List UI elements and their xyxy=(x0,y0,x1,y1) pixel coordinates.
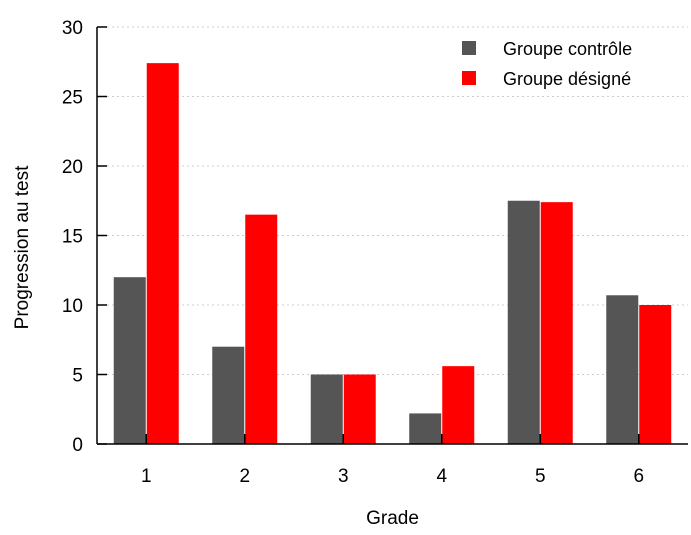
grid-lines xyxy=(97,26,688,375)
bar-designated-grade-4 xyxy=(442,366,475,444)
y-tick-label: 20 xyxy=(62,157,83,178)
y-axis-title: Progression au test xyxy=(12,165,33,329)
y-tick-label: 0 xyxy=(72,435,83,456)
bar-control-grade-1 xyxy=(113,277,146,444)
y-tick-label: 25 xyxy=(62,88,83,109)
bar-control-grade-3 xyxy=(310,374,343,444)
y-tick-label: 30 xyxy=(62,18,83,39)
x-ticks: 1 2 3 4 5 6 xyxy=(141,434,644,487)
bar-control-grade-6 xyxy=(606,295,639,444)
legend-label: Groupe désigné xyxy=(503,69,631,89)
y-tick-label: 10 xyxy=(62,296,83,317)
bar-control-grade-5 xyxy=(507,200,540,444)
bar-designated-grade-2 xyxy=(245,214,278,444)
x-tick-label: 5 xyxy=(535,466,546,487)
x-tick-label: 6 xyxy=(633,466,644,487)
bar-designated-grade-1 xyxy=(146,63,179,444)
x-tick-label: 1 xyxy=(141,466,152,487)
y-tick-label: 15 xyxy=(62,227,83,248)
x-tick-label: 2 xyxy=(239,466,250,487)
y-ticks: 0 5 10 15 20 25 30 xyxy=(62,18,107,456)
bar-control-grade-2 xyxy=(212,346,245,444)
bars xyxy=(113,63,672,444)
bar-designated-grade-6 xyxy=(639,305,672,444)
x-axis-title: Grade xyxy=(366,508,419,529)
legend-swatch xyxy=(462,71,476,85)
bar-designated-grade-5 xyxy=(540,202,573,444)
legend-label: Groupe contrôle xyxy=(503,39,632,59)
x-tick-label: 4 xyxy=(436,466,447,487)
x-tick-label: 3 xyxy=(338,466,349,487)
bar-designated-grade-3 xyxy=(343,374,376,444)
legend-swatch xyxy=(462,41,476,55)
y-tick-label: 5 xyxy=(72,366,83,387)
legend: Groupe contrôle Groupe désigné xyxy=(462,39,632,89)
bar-control-grade-4 xyxy=(409,413,442,444)
